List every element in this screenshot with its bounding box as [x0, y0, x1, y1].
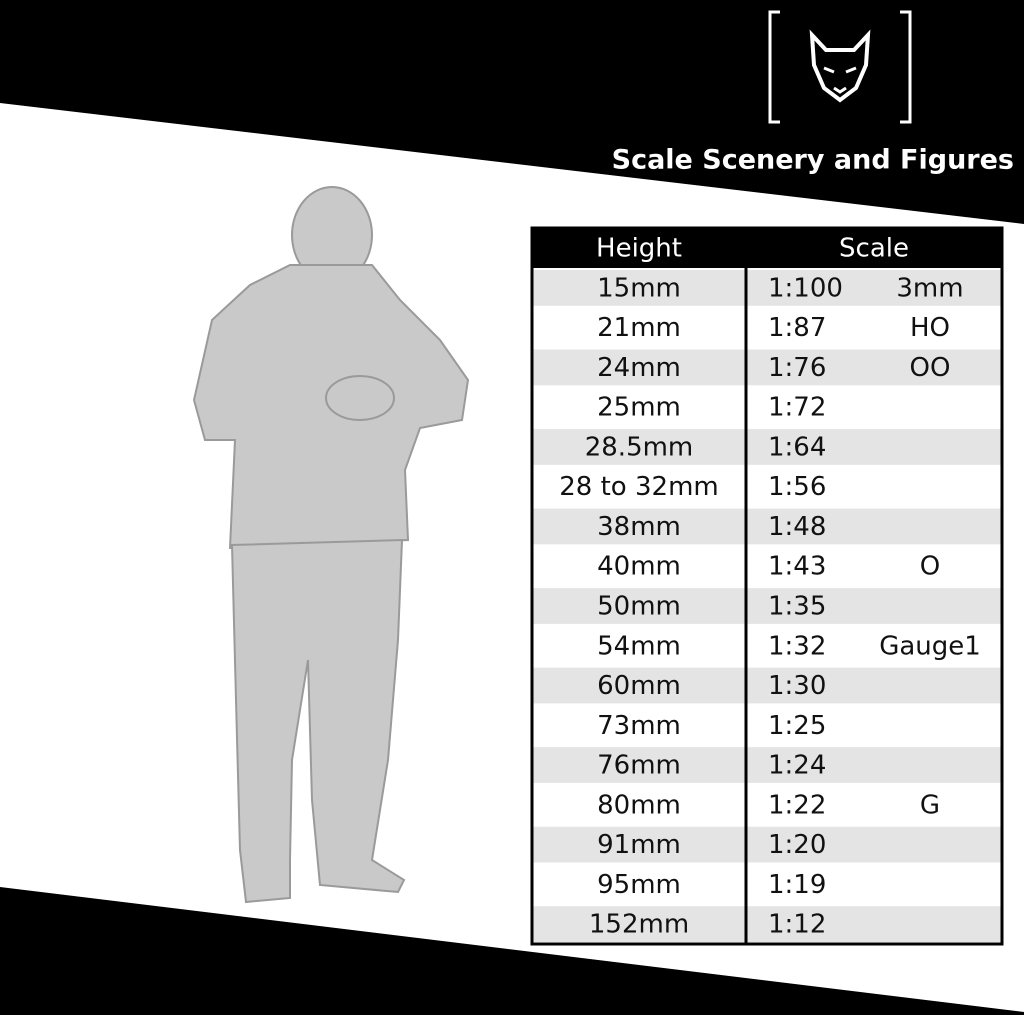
scale-cell: 1:20	[768, 830, 826, 860]
brand-name: Scale Scenery and Figures	[612, 145, 1014, 176]
gauge-cell: O	[920, 552, 940, 582]
figure	[192, 186, 470, 904]
gauge-cell: G	[920, 790, 940, 820]
scale-cell: 1:56	[768, 472, 826, 502]
scale-cell: 1:32	[768, 631, 826, 661]
height-cell: 25mm	[597, 393, 681, 423]
scale-cell: 1:22	[768, 790, 826, 820]
table-border	[530, 226, 1004, 946]
height-cell: 50mm	[597, 592, 681, 622]
gauge-cell: 3mm	[896, 273, 963, 303]
scale-cell: 1:30	[768, 671, 826, 701]
header-cell: Scale	[839, 234, 909, 264]
scale-cell: 1:35	[768, 592, 826, 622]
height-cell: 28.5mm	[585, 432, 694, 462]
height-cell: 54mm	[597, 631, 681, 661]
scale-cell: 1:19	[768, 870, 826, 900]
scale-cell: 1:72	[768, 393, 826, 423]
row-stripe	[532, 747, 1002, 783]
row-stripe	[532, 270, 1002, 306]
row-stripe	[532, 588, 1002, 624]
gauge-cell: Gauge1	[879, 631, 981, 661]
scale-cell: 1:76	[768, 353, 826, 383]
height-cell: 91mm	[597, 830, 681, 860]
header-cell: Height	[596, 234, 682, 264]
gauge-cell: OO	[910, 353, 951, 383]
height-cell: 95mm	[597, 870, 681, 900]
gauge-cell: HO	[910, 313, 950, 343]
scale-cell: 1:24	[768, 751, 826, 781]
scale-cell: 1:100	[768, 273, 843, 303]
scale-cell: 1:12	[768, 910, 826, 940]
scale-cell: 1:48	[768, 512, 826, 542]
height-cell: 15mm	[597, 273, 681, 303]
row-stripe	[532, 508, 1002, 545]
row-stripe	[532, 429, 1002, 465]
row-stripe	[532, 906, 1002, 942]
height-cell: 60mm	[597, 671, 681, 701]
row-stripe	[532, 667, 1002, 704]
height-cell: 80mm	[597, 790, 681, 820]
height-cell: 21mm	[597, 313, 681, 343]
height-cell: 24mm	[597, 353, 681, 383]
logo	[768, 10, 912, 124]
row-stripe	[532, 826, 1002, 863]
height-cell: 76mm	[597, 751, 681, 781]
height-cell: 38mm	[597, 512, 681, 542]
scale-cell: 1:25	[768, 711, 826, 741]
row-stripe	[532, 349, 1002, 386]
scale-cell: 1:43	[768, 552, 826, 582]
header-row	[532, 228, 1002, 268]
scale-cell: 1:64	[768, 432, 826, 462]
height-cell: 28 to 32mm	[559, 472, 718, 502]
table-body	[532, 228, 1002, 944]
height-cell: 73mm	[597, 711, 681, 741]
height-cell: 40mm	[597, 552, 681, 582]
height-cell: 152mm	[589, 910, 689, 940]
scale-table: Height Scale 15mm 1:100 3mm 21mm 1:87 HO 24mm 1:7…	[530, 226, 1004, 946]
scale-cell: 1:87	[768, 313, 826, 343]
